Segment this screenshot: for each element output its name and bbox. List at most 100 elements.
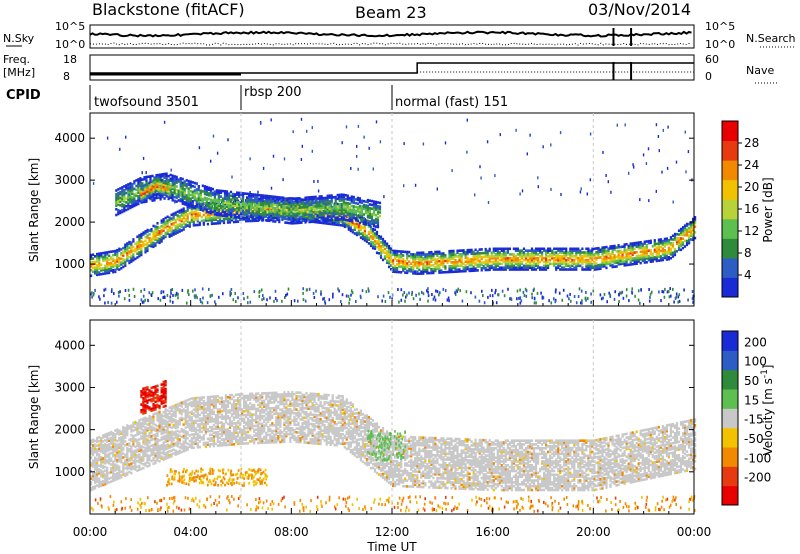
power-cell (154, 193, 157, 196)
freq-traces (90, 62, 694, 80)
velocity-cell (100, 456, 103, 459)
power-cell (171, 187, 174, 191)
power-cell (146, 243, 149, 247)
power-cell (414, 270, 417, 273)
power-cell (246, 217, 249, 220)
power-cell (199, 193, 202, 196)
power-cell (532, 251, 536, 254)
power-cell (160, 219, 163, 222)
power-cell (314, 210, 317, 214)
power-cell (354, 211, 357, 214)
power-cell (436, 265, 439, 269)
power-cell (653, 242, 656, 246)
velocity-cell (110, 470, 113, 474)
power-cell (106, 262, 109, 265)
power-cell (394, 257, 397, 260)
power-cell (205, 197, 208, 200)
power-cell (290, 222, 293, 225)
power-cell (491, 294, 494, 298)
power-cell (342, 218, 345, 221)
power-cell (162, 181, 165, 185)
power-cell (168, 235, 171, 238)
power-cell (210, 220, 213, 224)
velocity-cell (104, 469, 107, 473)
power-cell (363, 237, 366, 240)
power-cell (106, 266, 109, 269)
power-cell (557, 255, 560, 258)
power-cell (579, 255, 582, 258)
velocity-cell (104, 446, 107, 450)
power-cell (320, 217, 323, 221)
power-cell (288, 197, 291, 200)
power-cell (276, 299, 278, 303)
power-cell (400, 250, 403, 253)
power-cell (563, 251, 566, 254)
power-cell (474, 263, 477, 267)
power-cell (402, 261, 405, 265)
velocity-cell (92, 476, 95, 480)
power-cell (298, 200, 301, 204)
power-cell (318, 200, 321, 204)
power-cell (266, 206, 269, 209)
power-cell (440, 256, 443, 259)
velocity-cell (104, 444, 107, 448)
power-cell (496, 247, 499, 251)
power-cell (669, 236, 672, 239)
power-cell (647, 239, 650, 243)
velocity-cell (108, 445, 111, 448)
power-cell (136, 246, 139, 250)
velocity-cell (112, 477, 115, 481)
power-cell (225, 195, 229, 199)
power-cell (211, 293, 213, 297)
power-cell (357, 223, 360, 227)
power-cell (131, 196, 134, 199)
power-cell (522, 266, 526, 269)
power-cell (256, 203, 259, 206)
power-cell (322, 215, 325, 219)
power-cell (649, 252, 652, 256)
power-cell (308, 207, 311, 210)
power-cell (179, 186, 182, 190)
velocity-cell (98, 453, 101, 456)
power-cell (104, 259, 107, 262)
power-cell (414, 259, 417, 262)
power-cell (137, 200, 140, 204)
velocity-cell (94, 473, 97, 477)
power-cell (292, 201, 295, 204)
power-cell (567, 251, 570, 254)
power-cell (621, 260, 624, 264)
power-cell (298, 217, 301, 221)
power-cell (195, 203, 198, 206)
power-cell (260, 213, 263, 216)
power-cell (312, 210, 315, 214)
power-cell (589, 266, 592, 269)
power-cell (394, 264, 397, 268)
power-cell (547, 264, 550, 268)
power-cell (418, 262, 421, 266)
power-cell (106, 253, 109, 256)
power-cell (226, 217, 230, 220)
power-cell (162, 189, 165, 192)
power-cell (338, 218, 341, 221)
power-cell (234, 194, 237, 198)
power-cell (344, 214, 347, 218)
power-cell (375, 251, 379, 255)
power-cell (625, 248, 628, 252)
power-cell (308, 196, 311, 199)
power-cell (456, 255, 459, 258)
power-cell (565, 247, 568, 251)
power-cell (326, 215, 329, 218)
power-cell (287, 287, 290, 291)
power-cell (665, 252, 668, 256)
power-cell (118, 260, 121, 264)
power-cell (537, 256, 540, 260)
power-cell (468, 267, 471, 271)
power-cell (377, 235, 381, 238)
power-cell (129, 184, 132, 187)
power-cell (404, 263, 407, 267)
velocity-cell (104, 439, 107, 442)
power-cell (184, 219, 187, 223)
power-cell (681, 226, 685, 229)
power-cell (516, 268, 519, 271)
power-cell (366, 204, 369, 208)
